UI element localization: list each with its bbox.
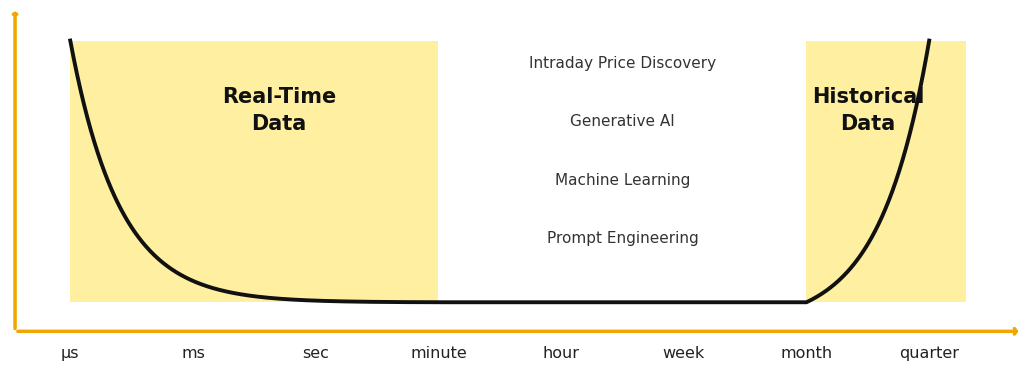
Text: Generative AI: Generative AI: [570, 114, 675, 130]
Text: μs: μs: [61, 346, 80, 361]
Text: Historical
Data: Historical Data: [812, 87, 924, 134]
Text: Machine Learning: Machine Learning: [555, 173, 690, 188]
Text: Prompt Engineering: Prompt Engineering: [547, 231, 698, 246]
Text: Intraday Price Discovery: Intraday Price Discovery: [528, 56, 716, 71]
Text: hour: hour: [543, 346, 580, 361]
Text: week: week: [663, 346, 705, 361]
Text: minute: minute: [410, 346, 467, 361]
Text: quarter: quarter: [899, 346, 959, 361]
Text: Real-Time
Data: Real-Time Data: [222, 87, 336, 134]
Text: month: month: [780, 346, 833, 361]
Bar: [807, 41, 966, 302]
Text: sec: sec: [302, 346, 329, 361]
Bar: [71, 41, 438, 302]
Text: ms: ms: [181, 346, 205, 361]
